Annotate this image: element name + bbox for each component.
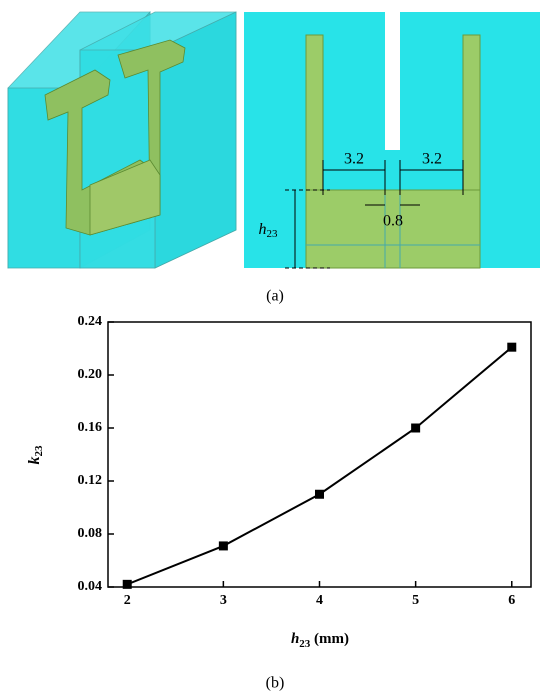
x-tick-label: 3 [220,593,227,608]
x-axis-label: h23 (mm) [291,631,349,649]
model-3d [7,10,237,269]
panel-label: (b) [266,675,285,692]
x-tick-label: 6 [508,593,515,608]
x-tick-label: 4 [316,593,323,608]
y-tick-label: 0.24 [78,314,103,329]
data-point [507,342,517,352]
height-label: h23 [259,221,279,240]
dim-label: 0.8 [383,213,403,230]
x-tick-label: 2 [124,593,131,608]
x-label-main: h [291,631,299,647]
x-label-sub: 23 [299,638,311,650]
data-point [218,541,228,551]
y-label-main: k [26,457,43,465]
data-point [315,489,324,499]
y-tick-label: 0.08 [78,526,103,541]
plot-frame [107,321,532,588]
data-point [122,579,132,589]
dim-label: 3.2 [422,151,442,168]
y-axis-label: k23 [26,445,45,465]
height-sub: 23 [267,228,279,240]
height-main: h [259,221,267,238]
data-line [126,346,513,586]
dim-label: 3.2 [344,151,364,168]
y-tick-label: 0.20 [78,367,103,382]
y-tick-label: 0.12 [78,473,103,488]
y-tick-label: 0.04 [78,579,103,594]
x-label-unit: (mm) [310,631,349,647]
y-label-sub: 23 [33,445,45,457]
y-tick-label: 0.16 [78,420,103,435]
data-point [411,423,421,433]
x-tick-label: 5 [412,593,419,608]
model-front: 3.2 3.2 0.8 h23 [244,12,540,269]
panel-label: (a) [266,288,284,305]
